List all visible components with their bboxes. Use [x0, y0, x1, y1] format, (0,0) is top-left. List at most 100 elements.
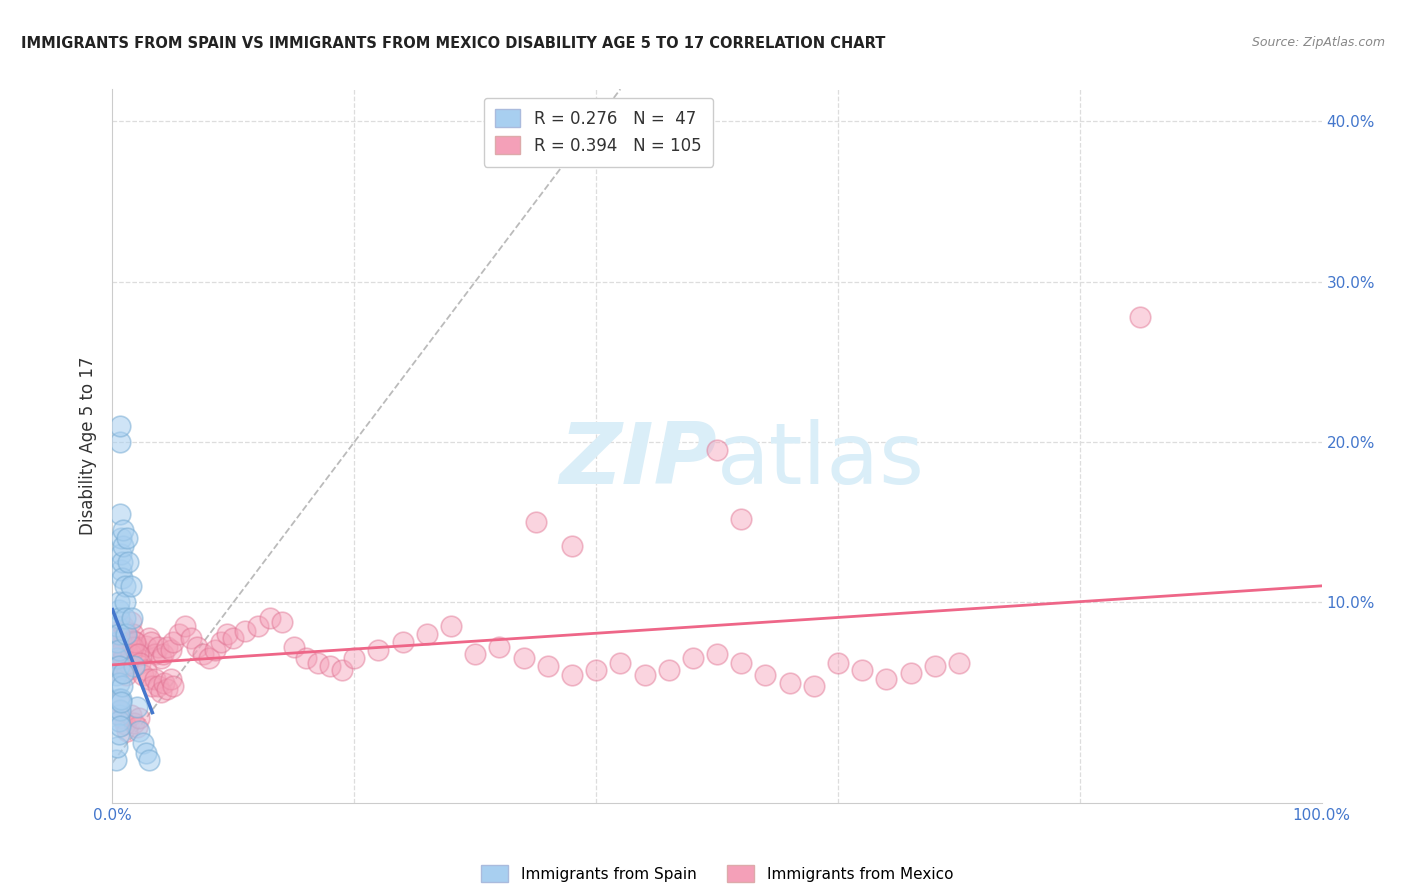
Point — [129, 657, 152, 671]
Point — [105, 651, 128, 665]
Point — [138, 673, 160, 687]
Point — [112, 539, 135, 553]
Point — [122, 627, 145, 641]
Point — [105, 657, 128, 671]
Point — [110, 635, 132, 649]
Point — [730, 512, 752, 526]
Point — [105, 619, 128, 633]
Y-axis label: Disability Age 5 to 17: Disability Age 5 to 17 — [79, 357, 97, 535]
Point — [108, 719, 131, 733]
Point — [111, 555, 134, 569]
Point — [111, 711, 134, 725]
Point — [186, 640, 208, 655]
Point — [367, 643, 389, 657]
Point — [658, 663, 681, 677]
Point — [754, 667, 776, 681]
Point — [112, 665, 135, 680]
Point — [107, 714, 129, 728]
Point — [115, 723, 138, 738]
Point — [803, 679, 825, 693]
Point — [105, 667, 128, 681]
Point — [115, 663, 138, 677]
Point — [107, 659, 129, 673]
Point — [235, 624, 257, 639]
Point — [105, 739, 128, 754]
Point — [319, 659, 342, 673]
Point — [561, 539, 583, 553]
Point — [111, 679, 134, 693]
Point — [259, 611, 281, 625]
Point — [180, 631, 202, 645]
Point — [706, 647, 728, 661]
Point — [135, 746, 157, 760]
Point — [633, 667, 655, 681]
Point — [107, 695, 129, 709]
Point — [132, 667, 155, 681]
Point — [122, 659, 145, 673]
Point — [149, 651, 172, 665]
Point — [114, 611, 136, 625]
Point — [107, 691, 129, 706]
Point — [174, 619, 197, 633]
Point — [128, 711, 150, 725]
Point — [114, 717, 136, 731]
Point — [156, 640, 179, 655]
Point — [108, 507, 131, 521]
Point — [416, 627, 439, 641]
Point — [115, 531, 138, 545]
Point — [138, 631, 160, 645]
Point — [138, 752, 160, 766]
Point — [391, 635, 413, 649]
Point — [111, 571, 134, 585]
Point — [706, 442, 728, 457]
Point — [107, 647, 129, 661]
Point — [107, 595, 129, 609]
Point — [114, 624, 136, 639]
Point — [191, 647, 214, 661]
Point — [127, 647, 149, 661]
Point — [105, 752, 128, 766]
Text: atlas: atlas — [717, 418, 925, 502]
Point — [307, 657, 329, 671]
Point — [198, 651, 221, 665]
Point — [124, 635, 146, 649]
Point — [105, 663, 128, 677]
Point — [148, 679, 170, 693]
Point — [107, 627, 129, 641]
Point — [159, 643, 181, 657]
Point — [217, 627, 239, 641]
Point — [440, 619, 463, 633]
Text: ZIP: ZIP — [560, 418, 717, 502]
Point — [343, 651, 366, 665]
Point — [149, 685, 172, 699]
Legend: Immigrants from Spain, Immigrants from Mexico: Immigrants from Spain, Immigrants from M… — [475, 859, 959, 888]
Point — [330, 663, 353, 677]
Point — [209, 635, 232, 649]
Point — [948, 657, 970, 671]
Point — [108, 419, 131, 434]
Point — [120, 615, 142, 629]
Point — [107, 727, 129, 741]
Point — [512, 651, 534, 665]
Point — [488, 640, 510, 655]
Point — [110, 695, 132, 709]
Point — [779, 675, 801, 690]
Point — [108, 703, 131, 717]
Point — [117, 555, 139, 569]
Point — [125, 721, 148, 735]
Point — [108, 640, 131, 655]
Point — [152, 647, 174, 661]
Point — [167, 627, 190, 641]
Point — [132, 736, 155, 750]
Point — [107, 675, 129, 690]
Point — [114, 579, 136, 593]
Point — [143, 673, 166, 687]
Point — [682, 651, 704, 665]
Point — [122, 640, 145, 655]
Point — [122, 633, 145, 648]
Point — [107, 707, 129, 722]
Point — [875, 673, 897, 687]
Point — [561, 667, 583, 681]
Point — [117, 657, 139, 671]
Point — [115, 631, 138, 645]
